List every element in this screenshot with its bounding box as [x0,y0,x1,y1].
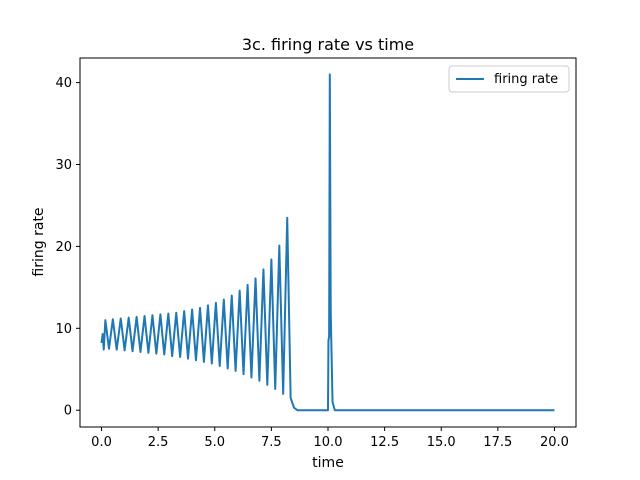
x-tick-label: 15.0 [427,435,456,450]
x-axis-label: time [312,455,344,471]
series-layer [100,73,555,412]
legend-frame [448,65,570,93]
legend: firing rate [448,65,570,93]
y-axis-label: firing rate [31,207,47,276]
x-tick-label: 20.0 [540,435,569,450]
x-tick-label: 2.5 [148,435,169,450]
y-tick-label: 30 [55,158,72,173]
x-axis-ticks: 0.0 2.5 5.0 7.5 10.0 12.5 15.0 17.5 20.0 [91,427,569,450]
x-tick-label: 17.5 [483,435,512,450]
x-tick-label: 7.5 [261,435,282,450]
x-tick-label: 12.5 [370,435,399,450]
x-tick-label: 5.0 [204,435,225,450]
series-line-firing-rate [100,73,555,412]
x-tick-label: 0.0 [91,435,112,450]
y-tick-label: 0 [64,404,72,419]
y-tick-label: 20 [55,240,72,255]
x-tick-label: 10.0 [314,435,343,450]
y-tick-label: 40 [55,76,72,91]
y-tick-label: 10 [55,322,72,337]
y-axis-ticks: 0 10 20 30 40 [55,76,80,419]
chart-title: 3c. firing rate vs time [242,35,414,54]
legend-entry-firing-rate: firing rate [494,72,558,87]
